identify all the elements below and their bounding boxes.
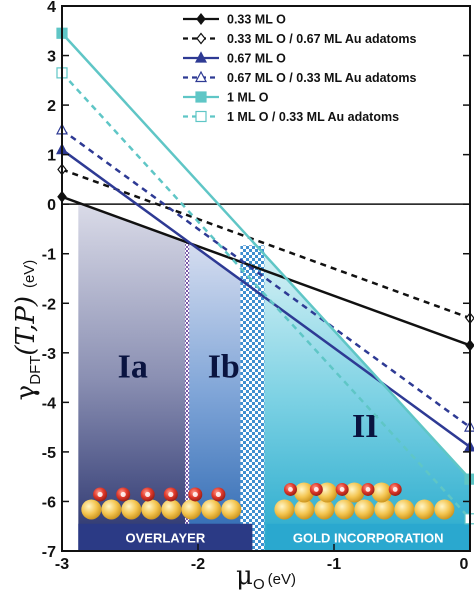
oxygen-highlight (120, 491, 126, 498)
gold-atom (121, 499, 142, 520)
y-tick-label: -7 (42, 544, 56, 561)
y-axis-symbol: γ (11, 385, 41, 401)
y-tick-label: 3 (47, 49, 56, 66)
banner-gold-incorporation-text: GOLD INCORPORATION (293, 530, 444, 545)
svg-text:γDFT(T,P)(eV): γDFT(T,P) (eV) (11, 260, 44, 401)
banner-gold-incorporation-bg (266, 523, 470, 551)
gold-atom (161, 499, 182, 520)
oxygen-highlight (392, 487, 398, 492)
y-tick-label: -5 (42, 445, 56, 462)
legend-label-1: 0.33 ML O (227, 13, 286, 27)
gold-atom (434, 499, 455, 520)
y-tick-label: 4 (47, 0, 56, 16)
gold-atom (274, 499, 295, 520)
x-axis-subscript: O (253, 576, 265, 592)
boundary-ib-ii (240, 245, 265, 551)
region-label-ia: Ia (118, 349, 148, 386)
x-tick-label: -1 (327, 556, 341, 573)
y-axis-subscript: DFT (27, 356, 44, 385)
legend-label-4: 0.67 ML O / 0.33 ML Au adatoms (227, 71, 416, 85)
gold-atom (394, 499, 415, 520)
legend-marker-5 (195, 91, 207, 103)
gold-atom (101, 499, 122, 520)
gold-atom (374, 499, 395, 520)
x-axis-label: μO (eV) (236, 561, 296, 592)
y-axis-unit: (eV) (21, 260, 38, 288)
x-axis-unit: (eV) (268, 571, 296, 588)
gold-atom (81, 499, 102, 520)
oxygen-highlight (192, 491, 198, 498)
x-tick-label: -2 (191, 556, 205, 573)
y-tick-label: 1 (47, 148, 56, 165)
oxygen-highlight (145, 491, 151, 498)
x-tick-label: 0 (460, 556, 469, 573)
series-lines (62, 32, 470, 520)
gold-atom (314, 499, 335, 520)
series-line-6 (62, 72, 470, 520)
y-tick-label: 0 (47, 197, 56, 214)
gold-atom (201, 499, 222, 520)
y-tick-label: -6 (42, 494, 56, 511)
legend-label-3: 0.67 ML O (227, 52, 286, 66)
oxygen-highlight (168, 491, 174, 498)
region-ib-fill (187, 240, 253, 551)
y-tick-label: -3 (42, 346, 56, 363)
oxygen-highlight (365, 487, 371, 492)
plot-frame (61, 5, 471, 552)
region-banners: OVERLAYER GOLD INCORPORATION (78, 523, 470, 551)
x-axis-symbol: μ (236, 561, 253, 591)
oxygen-highlight (215, 491, 221, 498)
gold-atom (221, 499, 242, 520)
series-line-5 (62, 32, 470, 481)
oxygen-highlight (288, 487, 293, 492)
series-line-1 (62, 195, 470, 347)
y-tick-label: -4 (42, 395, 56, 412)
region-label-ib: Ib (208, 349, 240, 386)
legend-label-2: 0.33 ML O / 0.67 ML Au adatoms (227, 32, 416, 46)
oxygen-highlight (339, 487, 345, 492)
gold-adatom (344, 482, 365, 503)
legend-label-6: 1 ML O / 0.33 ML Au adatoms (227, 110, 399, 124)
surface-illustrations (81, 482, 455, 520)
legend-marker-2 (196, 32, 206, 45)
banner-overlayer-bg (78, 523, 253, 551)
gold-atom (334, 499, 355, 520)
x-tick-label: -3 (55, 556, 69, 573)
legend-marker-6 (195, 110, 207, 123)
legend-marker-4 (195, 70, 207, 83)
gold-atom (294, 499, 315, 520)
legend: 0.33 ML O 0.33 ML O / 0.67 ML Au adatoms 0… (183, 13, 416, 124)
y-tick-label: -1 (42, 247, 56, 264)
boundary-ia-ib (185, 240, 190, 551)
region-shading (78, 204, 470, 551)
gold-atom (414, 499, 435, 520)
legend-label-5: 1 ML O (227, 91, 269, 105)
oxygen-highlight (313, 487, 319, 492)
gold-adatom (371, 482, 392, 503)
oxygen-highlight (97, 491, 103, 498)
svg-text:μO(eV): μO (eV) (236, 561, 296, 592)
y-tick-label: -2 (42, 296, 56, 313)
gold-atom (354, 499, 375, 520)
series-line-3 (62, 148, 470, 448)
gold-adatom (294, 482, 315, 503)
legend-marker-1 (196, 13, 206, 25)
y-axis-args: (T,P) (11, 296, 41, 356)
legend-marker-3 (195, 51, 207, 63)
gold-atom (181, 499, 202, 520)
gold-atom (141, 499, 162, 520)
region-ia-fill (78, 204, 188, 551)
series-line-4 (62, 128, 470, 429)
region-ii-fill (252, 241, 470, 551)
y-tick-label: 2 (47, 98, 56, 115)
banner-overlayer-text: OVERLAYER (126, 530, 206, 545)
y-axis-label: γDFT(T,P) (eV) (11, 260, 44, 401)
